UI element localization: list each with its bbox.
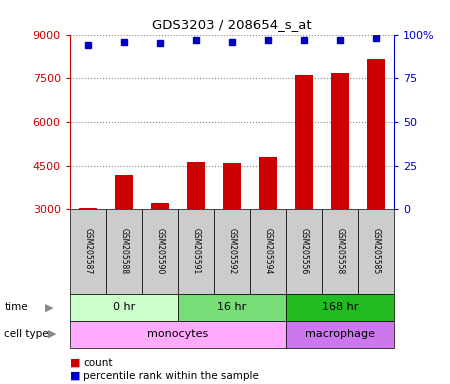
- Bar: [331, 73, 349, 209]
- Text: count: count: [83, 358, 113, 368]
- Text: ■: ■: [70, 358, 80, 368]
- Text: ▶: ▶: [45, 302, 54, 312]
- Bar: [322, 209, 358, 294]
- Bar: [286, 294, 394, 321]
- Bar: [295, 75, 313, 209]
- Text: macrophage: macrophage: [305, 329, 375, 339]
- Bar: [70, 209, 106, 294]
- Bar: [187, 162, 205, 209]
- Bar: [214, 209, 250, 294]
- Text: GSM205556: GSM205556: [299, 228, 308, 275]
- Bar: [178, 294, 286, 321]
- Bar: [286, 209, 322, 294]
- Bar: [367, 59, 385, 209]
- Bar: [259, 157, 277, 209]
- Text: percentile rank within the sample: percentile rank within the sample: [83, 371, 259, 381]
- Text: 168 hr: 168 hr: [322, 302, 358, 312]
- Bar: [151, 204, 169, 209]
- Text: monocytes: monocytes: [147, 329, 208, 339]
- Text: GSM205591: GSM205591: [191, 228, 200, 275]
- Title: GDS3203 / 208654_s_at: GDS3203 / 208654_s_at: [152, 18, 311, 31]
- Bar: [70, 321, 286, 348]
- Bar: [106, 209, 142, 294]
- Bar: [178, 209, 214, 294]
- Text: GSM205587: GSM205587: [83, 228, 92, 275]
- Text: time: time: [4, 302, 28, 312]
- Bar: [70, 294, 178, 321]
- Text: ▶: ▶: [48, 329, 56, 339]
- Text: cell type: cell type: [4, 329, 49, 339]
- Text: 0 hr: 0 hr: [112, 302, 135, 312]
- Text: GSM205558: GSM205558: [335, 228, 344, 275]
- Text: 16 hr: 16 hr: [217, 302, 247, 312]
- Bar: [142, 209, 178, 294]
- Bar: [250, 209, 286, 294]
- Bar: [286, 321, 394, 348]
- Text: GSM205590: GSM205590: [155, 228, 164, 275]
- Bar: [358, 209, 394, 294]
- Text: GSM205585: GSM205585: [371, 228, 380, 275]
- Text: GSM205588: GSM205588: [119, 228, 128, 275]
- Bar: [223, 163, 241, 209]
- Text: GSM205592: GSM205592: [227, 228, 236, 275]
- Text: GSM205594: GSM205594: [263, 228, 272, 275]
- Text: ■: ■: [70, 371, 80, 381]
- Bar: [115, 175, 133, 209]
- Bar: [79, 207, 97, 209]
